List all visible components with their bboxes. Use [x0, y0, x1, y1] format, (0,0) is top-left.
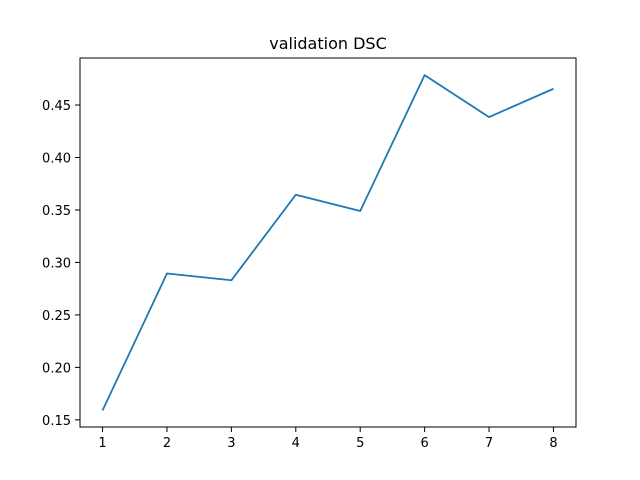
x-tick-label: 2: [163, 436, 171, 451]
y-tick-label: 0.25: [42, 309, 71, 324]
plot-frame: [79, 57, 577, 428]
x-tick-label: 3: [227, 436, 235, 451]
y-tick-label: 0.40: [42, 151, 71, 166]
y-tick-label: 0.20: [42, 361, 71, 376]
y-tick-label: 0.15: [42, 414, 71, 429]
series-line: [101, 74, 554, 411]
series-layer: [101, 74, 554, 411]
y-tick-label: 0.45: [42, 99, 71, 114]
x-tick-label: 7: [485, 436, 493, 451]
x-tick-label: 6: [420, 436, 428, 451]
x-tick-label: 1: [98, 436, 106, 451]
x-tick-label: 8: [549, 436, 557, 451]
x-tick-label: 4: [292, 436, 300, 451]
chart-title: validation DSC: [269, 34, 387, 53]
axis-ticks: 1 2 3 4 5 6 7 8 0.15 0.20 0.25 0.30 0.35 0.40 0.45: [42, 99, 558, 451]
x-tick-label: 5: [356, 436, 364, 451]
y-tick-label: 0.30: [42, 256, 71, 271]
y-tick-label: 0.35: [42, 204, 71, 219]
